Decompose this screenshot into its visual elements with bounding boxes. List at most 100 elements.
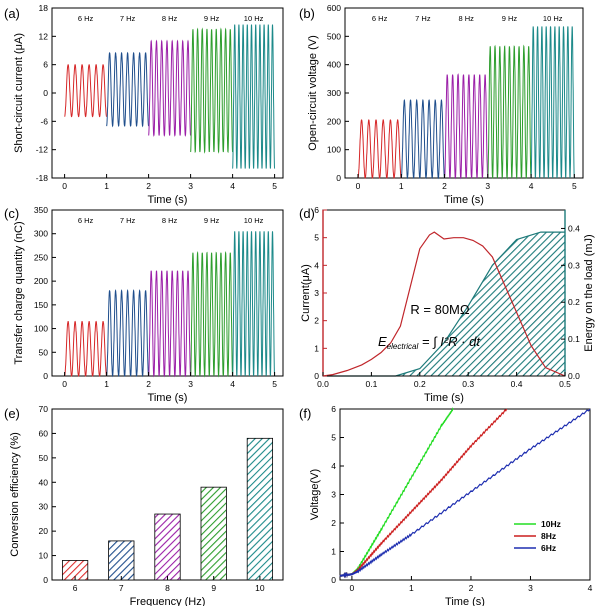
panel-b-xtick-label: 3 xyxy=(485,181,490,191)
panel-b-ytick-label: 600 xyxy=(327,3,341,13)
panel-d-xtick-label: 0.0 xyxy=(317,379,329,389)
panel-d-ytick-right-label: 0.4 xyxy=(568,223,580,233)
panel-a-series-8hz xyxy=(148,39,192,137)
panel-f-legend-label: 6Hz xyxy=(541,543,556,553)
panel-c-xtick-label: 0 xyxy=(62,379,67,389)
panel-b-xtick-label: 2 xyxy=(442,181,447,191)
panel-e-panel-label: (e) xyxy=(4,406,20,421)
panel-e-bar-7 xyxy=(108,540,135,581)
panel-a-series-9hz xyxy=(190,27,234,154)
panel-e-xlabel: Frequency (Hz) xyxy=(130,596,206,606)
panel-b-ytick-label: 100 xyxy=(327,145,341,155)
panel-c-xtick-label: 2 xyxy=(146,379,151,389)
panel-b-frequency-label: 6 Hz xyxy=(372,14,388,23)
panel-f-legend-label: 8Hz xyxy=(541,531,556,541)
panel-c-xtick-label: 5 xyxy=(272,379,277,389)
panel-f-series-6hz xyxy=(339,408,591,579)
panel-a-ytick-label: 18 xyxy=(39,3,49,13)
panel-b-frequency-label: 8 Hz xyxy=(458,14,474,23)
panel-d-ytick-label: 5 xyxy=(314,233,319,243)
panel-c-frequency-label: 8 Hz xyxy=(162,216,178,225)
panel-c-xlabel: Time (s) xyxy=(148,392,188,404)
panel-c-ytick-label: 250 xyxy=(34,252,48,262)
panel-f-xtick-label: 1 xyxy=(409,583,414,593)
panel-b-series-7hz xyxy=(400,98,445,180)
panel-d-xtick-label: 0.5 xyxy=(559,379,571,389)
panel-a-frequency-label: 9 Hz xyxy=(204,14,220,23)
panel-c-frequency-label: 6 Hz xyxy=(78,216,94,225)
panel-b-frequency-label: 7 Hz xyxy=(415,14,431,23)
panel-e-bar-9 xyxy=(200,486,227,581)
panel-f-ytick-label: 4 xyxy=(331,461,336,471)
panel-a-xtick-label: 2 xyxy=(146,181,151,191)
panel-f-ytick-label: 2 xyxy=(331,518,336,528)
panel-c-ylabel: Transfer charge quantity (nC) xyxy=(13,221,25,364)
panel-a-frequency-label: 8 Hz xyxy=(162,14,178,23)
panel-e-ytick-label: 10 xyxy=(39,551,49,561)
panel-c-frame xyxy=(51,209,284,377)
panel-b-xtick-label: 0 xyxy=(356,181,361,191)
panel-f-xtick-label: 3 xyxy=(528,583,533,593)
panel-f-series-10hz xyxy=(339,407,454,579)
panel-c-xtick-label: 4 xyxy=(230,379,235,389)
panel-b-ylabel: Open-circuit voltage (V) xyxy=(307,35,319,151)
panel-c-frequency-label: 9 Hz xyxy=(204,216,220,225)
panel-a-panel-label: (a) xyxy=(4,6,20,21)
panel-f-xlabel: Time (s) xyxy=(445,596,485,606)
panel-d-energy-line xyxy=(323,231,565,377)
panel-f-xtick-label: 4 xyxy=(588,583,593,593)
panel-e-xtick-label: 8 xyxy=(165,583,170,593)
panel-f-legend: 10Hz 8Hz 6Hz xyxy=(514,519,561,553)
panel-a-frequency-label: 7 Hz xyxy=(120,14,136,23)
panel-d-xlabel: Time (s) xyxy=(424,392,464,404)
panel-d-ytick-label: 6 xyxy=(314,205,319,215)
panel-c-frequency-label: 10 Hz xyxy=(244,216,264,225)
panel-a-ytick-label: 12 xyxy=(39,31,49,41)
panel-a-ytick-label: 0 xyxy=(43,88,48,98)
panel-c-xtick-label: 3 xyxy=(188,379,193,389)
panel-b-panel-label: (b) xyxy=(299,6,315,21)
panel-a-xtick-label: 0 xyxy=(62,181,67,191)
panel-a-xlabel: Time (s) xyxy=(148,194,188,206)
panel-b-series-6hz xyxy=(357,119,402,179)
panel-f-ytick-label: 6 xyxy=(331,404,336,414)
panel-c-series-9hz xyxy=(190,251,234,378)
panel-a-frequency-label: 10 Hz xyxy=(244,14,264,23)
panel-a-series-7hz xyxy=(106,51,150,128)
panel-b-xtick-label: 5 xyxy=(572,181,577,191)
panel-e-ytick-label: 30 xyxy=(39,502,49,512)
panel-d-ytick-right-label: 0.0 xyxy=(568,371,580,381)
panel-b-series-8hz xyxy=(444,73,489,180)
panel-c-series-7hz xyxy=(106,289,150,378)
panel-b-ytick-label: 200 xyxy=(327,116,341,126)
panel-f-ytick-label: 3 xyxy=(331,490,336,500)
panel-d-ytick-label: 2 xyxy=(314,316,319,326)
panel-d-energy-equation: Eelectrical = ∫ I²R · dt xyxy=(378,334,481,351)
panel-a-frequency-label: 6 Hz xyxy=(78,14,94,23)
panel-e-ytick-label: 40 xyxy=(39,477,49,487)
panel-d-ytick-right-label: 0.3 xyxy=(568,260,580,270)
panel-c-ytick-label: 350 xyxy=(34,205,48,215)
panel-c-panel-label: (c) xyxy=(4,206,19,221)
panel-d-ytick-right-label: 0.2 xyxy=(568,297,580,307)
panel-b-series-9hz xyxy=(487,44,532,180)
panel-e-ytick-label: 60 xyxy=(39,428,49,438)
panel-c-series-8hz xyxy=(148,270,192,378)
panel-b-ytick-label: 400 xyxy=(327,60,341,70)
panel-d-ylabel: Current(μA) xyxy=(300,264,312,322)
panel-a-series-10hz xyxy=(232,24,276,169)
panel-b-series-10hz xyxy=(530,26,575,179)
panel-f-xtick-label: 0 xyxy=(350,583,355,593)
panel-a-xtick-label: 1 xyxy=(104,181,109,191)
panel-b-frequency-label: 9 Hz xyxy=(502,14,518,23)
panel-b-ytick-label: 500 xyxy=(327,31,341,41)
panel-e-ytick-label: 20 xyxy=(39,526,49,536)
panel-e-xtick-label: 10 xyxy=(255,583,265,593)
panel-d-ytick-label: 0 xyxy=(314,371,319,381)
panel-e-ytick-label: 50 xyxy=(39,453,49,463)
panel-c-series-6hz xyxy=(64,320,107,377)
panel-a-ytick-label: 6 xyxy=(43,60,48,70)
panel-b-frequency-label: 10 Hz xyxy=(543,14,563,23)
panel-d-ytick-label: 4 xyxy=(314,260,319,270)
panel-a-ylabel: Short-circuit current (μA) xyxy=(13,33,25,153)
